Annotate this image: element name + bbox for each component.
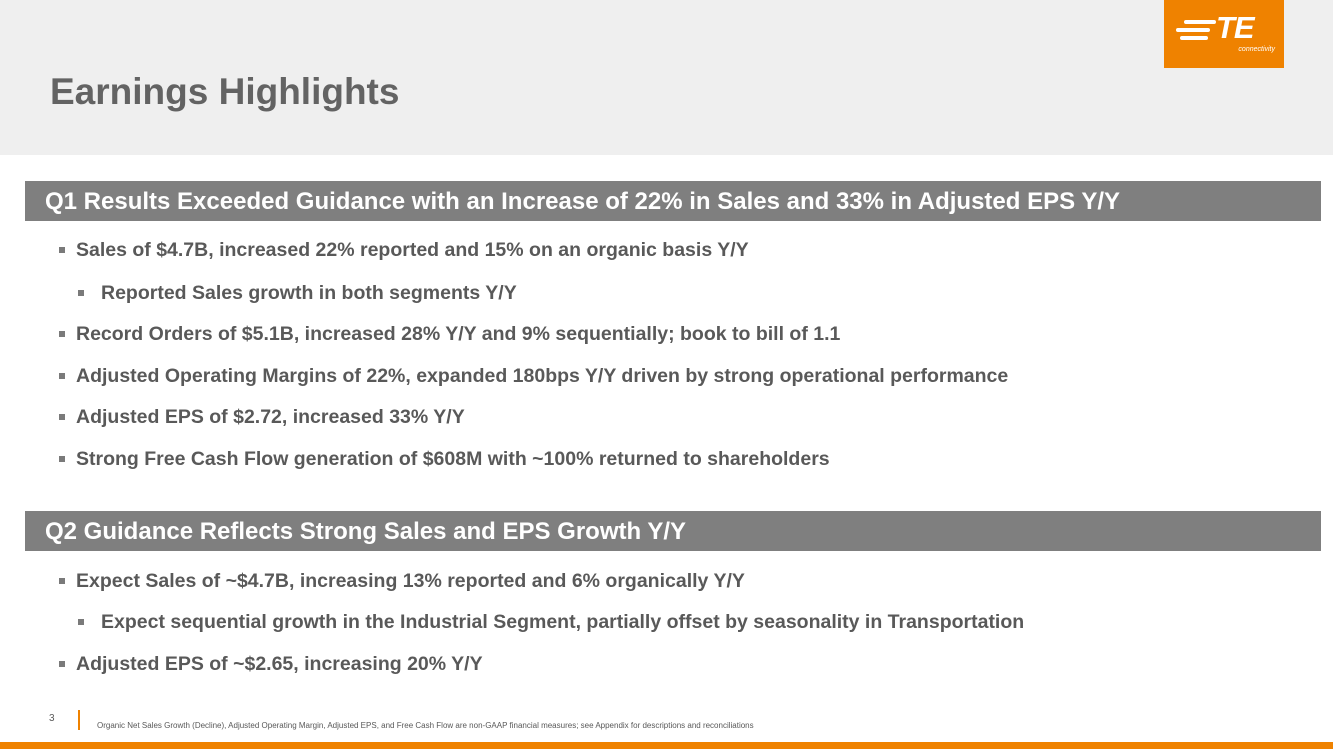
section-heading: Q1 Results Exceeded Guidance with an Inc… bbox=[45, 188, 1121, 215]
list-item: Adjusted EPS of ~$2.65, increasing 20% Y… bbox=[59, 652, 483, 676]
list-item: Adjusted Operating Margins of 22%, expan… bbox=[59, 364, 1009, 388]
list-item-text: Sales of $4.7B, increased 22% reported a… bbox=[76, 239, 749, 261]
section-header-q1-results: Q1 Results Exceeded Guidance with an Inc… bbox=[25, 181, 1321, 221]
list-item: Record Orders of $5.1B, increased 28% Y/… bbox=[59, 322, 841, 346]
square-bullet-icon bbox=[59, 247, 65, 253]
section-header-q2-guidance: Q2 Guidance Reflects Strong Sales and EP… bbox=[25, 511, 1321, 551]
list-item: Expect Sales of ~$4.7B, increasing 13% r… bbox=[59, 569, 745, 593]
logo-subtext: connectivity bbox=[1238, 46, 1275, 53]
list-item-text: Adjusted EPS of ~$2.65, increasing 20% Y… bbox=[76, 653, 483, 675]
square-bullet-icon bbox=[59, 414, 65, 420]
square-bullet-icon bbox=[78, 290, 84, 296]
square-bullet-icon bbox=[78, 619, 84, 625]
list-item: Reported Sales growth in both segments Y… bbox=[78, 281, 517, 305]
page-number: 3 bbox=[49, 713, 55, 724]
footer-divider bbox=[78, 710, 80, 730]
square-bullet-icon bbox=[59, 661, 65, 667]
list-item: Strong Free Cash Flow generation of $608… bbox=[59, 447, 830, 471]
section-heading: Q2 Guidance Reflects Strong Sales and EP… bbox=[45, 518, 687, 545]
list-item-text: Strong Free Cash Flow generation of $608… bbox=[76, 448, 830, 470]
square-bullet-icon bbox=[59, 331, 65, 337]
bottom-accent-bar bbox=[0, 742, 1333, 749]
list-item-text: Adjusted EPS of $2.72, increased 33% Y/Y bbox=[76, 406, 465, 428]
list-item: Sales of $4.7B, increased 22% reported a… bbox=[59, 238, 749, 262]
list-item: Expect sequential growth in the Industri… bbox=[78, 610, 1025, 634]
list-item-text: Expect sequential growth in the Industri… bbox=[101, 611, 1025, 633]
footnote: Organic Net Sales Growth (Decline), Adju… bbox=[97, 721, 754, 730]
list-item-text: Reported Sales growth in both segments Y… bbox=[101, 282, 517, 304]
te-connectivity-logo: TE connectivity bbox=[1164, 0, 1284, 68]
list-item: Adjusted EPS of $2.72, increased 33% Y/Y bbox=[59, 405, 465, 429]
square-bullet-icon bbox=[59, 578, 65, 584]
square-bullet-icon bbox=[59, 373, 65, 379]
list-item-text: Record Orders of $5.1B, increased 28% Y/… bbox=[76, 323, 841, 345]
logo-text: TE bbox=[1216, 10, 1255, 45]
header-band bbox=[0, 0, 1333, 155]
square-bullet-icon bbox=[59, 456, 65, 462]
list-item-text: Expect Sales of ~$4.7B, increasing 13% r… bbox=[76, 570, 745, 592]
list-item-text: Adjusted Operating Margins of 22%, expan… bbox=[76, 365, 1009, 387]
page-title: Earnings Highlights bbox=[50, 71, 400, 112]
